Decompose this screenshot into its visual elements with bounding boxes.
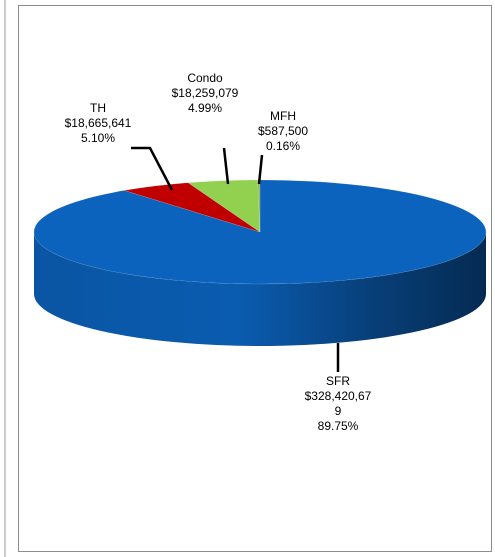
value-label: 89.75% [317,419,359,433]
pie [33,179,487,346]
data-label: TH $18,665,641 5.10% [48,101,148,146]
data-label: Condo $18,259,079 4.99% [155,71,255,116]
category-label: MFH [270,109,296,123]
leader-line [257,154,264,185]
amount-label: $18,665,641 [64,116,132,130]
leader-line [222,147,230,185]
category-label: Condo [187,71,223,85]
amount-label: $587,500 [257,124,309,138]
value-label: 0.16% [265,139,301,153]
leader-line [131,146,174,191]
category-label: TH [90,101,106,115]
data-label: SFR $328,420,679 89.75% [298,374,378,434]
amount-label: $18,259,079 [171,86,239,100]
pie-slice [124,182,261,233]
pie-slice [33,179,487,285]
data-label: MFH $587,500 0.16% [243,109,323,154]
pie-side [34,232,486,346]
amount-label: $328,420,679 [304,389,372,418]
pie-slice [187,179,261,233]
value-label: 4.99% [187,101,223,115]
value-label: 5.10% [80,131,116,145]
category-label: SFR [326,374,350,388]
